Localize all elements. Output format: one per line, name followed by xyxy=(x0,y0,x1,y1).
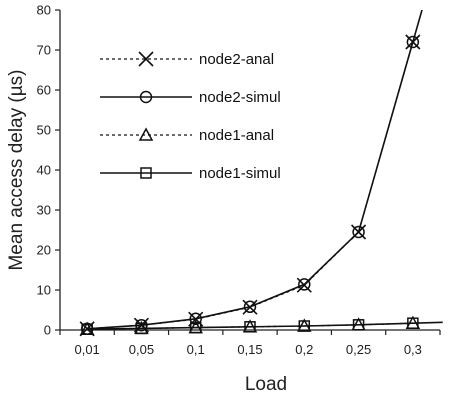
data-point-node1-simul xyxy=(244,321,256,333)
x-tick-label: 0,1 xyxy=(187,342,205,357)
legend-label: node1-anal xyxy=(199,127,274,144)
x-tick-label: 0,01 xyxy=(74,342,99,357)
data-point-node2-simul xyxy=(352,225,365,239)
data-point-node2-simul xyxy=(243,300,257,314)
data-point-node1-simul xyxy=(352,319,365,331)
y-tick-label: 0 xyxy=(44,323,51,338)
y-tick-label: 50 xyxy=(37,123,51,138)
x-tick-label: 0,3 xyxy=(404,342,422,357)
series-line-node1-simul xyxy=(87,321,443,330)
data-point-node1-simul xyxy=(135,322,148,335)
axes: 0 10 20 30 40 50 60 70 80 0,01 0,05 0,1 0,15 0,2 0,25 0… xyxy=(37,3,441,357)
data-point-node2-simul xyxy=(189,312,202,326)
x-tick-label: 0,05 xyxy=(129,342,154,357)
legend-item-node2-simul: node2-simul xyxy=(100,89,281,106)
y-tick-label: 70 xyxy=(37,43,51,58)
x-axis-label: Load xyxy=(245,374,287,395)
x-tick-label: 0,15 xyxy=(237,342,262,357)
legend-marker xyxy=(140,167,152,179)
data-point-node1-simul xyxy=(189,321,202,334)
series-line-node2-simul xyxy=(87,10,423,330)
data-point-node1-simul xyxy=(298,320,311,332)
y-tick-label: 80 xyxy=(37,3,51,18)
y-tick-label: 10 xyxy=(37,283,51,298)
legend: node2-anal node2-simul node1-anal node1-sim… xyxy=(100,51,281,182)
x-tick-label: 0,25 xyxy=(346,342,371,357)
legend-marker xyxy=(138,51,154,67)
legend-label: node1-simul xyxy=(199,165,281,182)
legend-item-node1-anal: node1-anal xyxy=(100,127,274,144)
x-tick-label: 0,2 xyxy=(295,342,313,357)
data-point-node1-simul xyxy=(407,317,419,329)
legend-item-node1-simul: node1-simul xyxy=(100,165,281,182)
data-point-node2-simul xyxy=(298,278,311,291)
series-node1-simul xyxy=(81,317,443,335)
data-point-node1-simul xyxy=(81,323,93,335)
legend-label: node2-anal xyxy=(199,51,274,68)
series-line-node2-anal xyxy=(87,41,414,330)
y-axis-label: Mean access delay (µs) xyxy=(6,69,27,270)
y-tick-label: 40 xyxy=(37,163,51,178)
legend-label: node2-simul xyxy=(199,89,281,106)
legend-marker xyxy=(138,127,154,141)
series-node2-anal xyxy=(79,34,421,337)
y-tick-label: 30 xyxy=(37,203,51,218)
y-tick-label: 60 xyxy=(37,83,51,98)
legend-item-node2-anal: node2-anal xyxy=(100,51,274,68)
y-tick-label: 20 xyxy=(37,243,51,258)
data-point-node2-simul xyxy=(406,35,420,49)
legend-marker xyxy=(139,90,153,104)
series-layer xyxy=(79,10,443,337)
